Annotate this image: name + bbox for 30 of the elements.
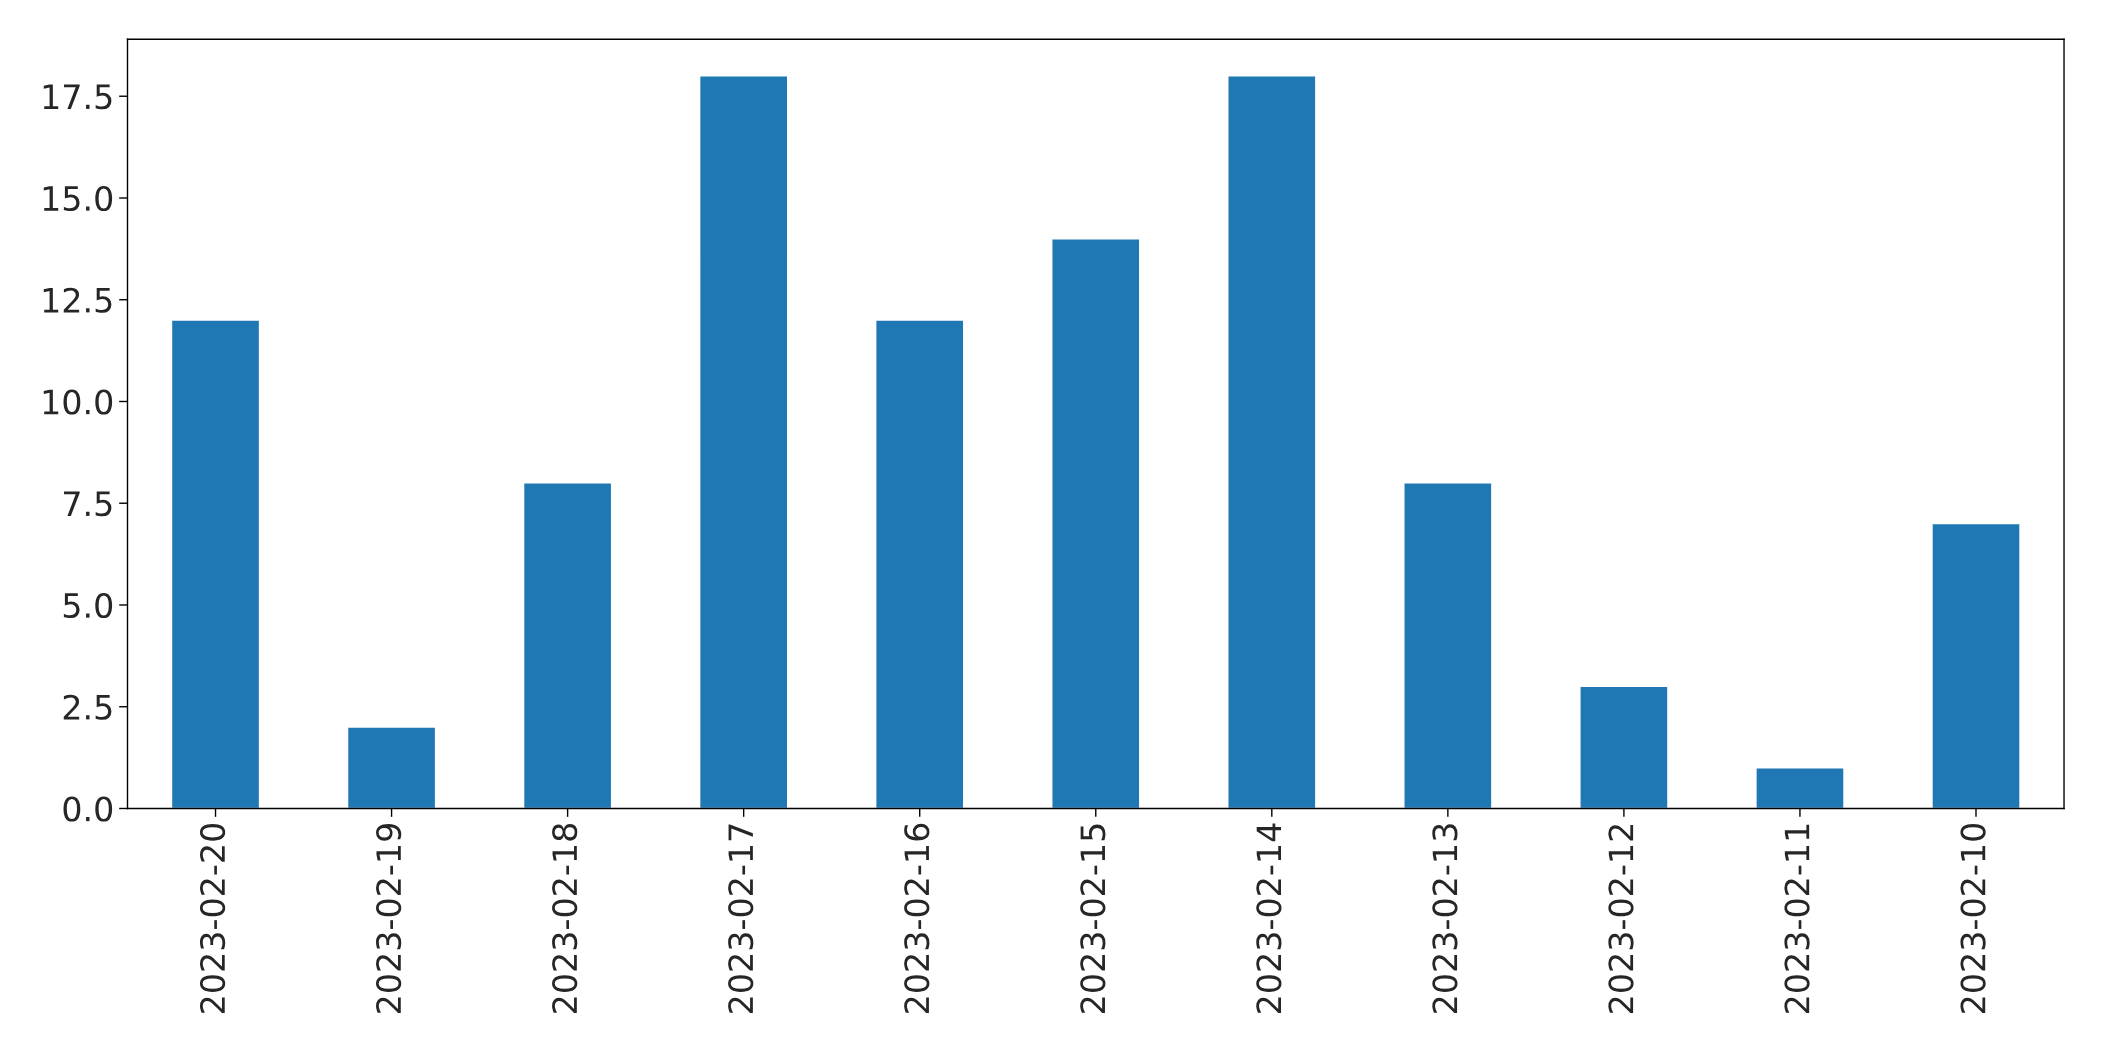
y-tick-label: 12.5 bbox=[43, 287, 112, 313]
bar bbox=[1755, 767, 1845, 809]
bar bbox=[1227, 75, 1317, 809]
bar bbox=[170, 319, 261, 809]
bar bbox=[1579, 685, 1669, 809]
x-tick-label: 2023-02-12 bbox=[1608, 825, 1634, 1013]
x-tick-label: 2023-02-16 bbox=[904, 823, 930, 1013]
y-tick-label: 2.5 bbox=[63, 694, 112, 720]
x-tick-label: 2023-02-20 bbox=[199, 823, 226, 1013]
y-tick-label: 15.0 bbox=[43, 185, 113, 212]
x-tick-label: 2023-02-17 bbox=[728, 824, 754, 1013]
bar bbox=[346, 726, 437, 809]
x-tick-label: 2023-02-10 bbox=[1960, 823, 1986, 1013]
y-tick-label: 10.0 bbox=[43, 389, 113, 415]
y-tick-label: 7.5 bbox=[64, 491, 112, 517]
bar bbox=[875, 319, 965, 809]
y-tick-label: 5.0 bbox=[63, 592, 113, 619]
bar bbox=[1051, 237, 1141, 809]
bar bbox=[1931, 522, 2021, 809]
bar bbox=[698, 75, 789, 809]
x-tick-label: 2023-02-13 bbox=[1432, 824, 1458, 1013]
x-tick-label: 2023-02-15 bbox=[1080, 824, 1106, 1013]
bar bbox=[522, 482, 613, 809]
bar bbox=[1403, 482, 1493, 809]
y-tick-label: 17.5 bbox=[43, 84, 112, 110]
x-tick-label: 2023-02-11 bbox=[1784, 824, 1810, 1013]
x-tick-label: 2023-02-18 bbox=[552, 823, 578, 1013]
y-tick-label: 0.0 bbox=[63, 796, 113, 822]
x-tick-label: 2023-02-19 bbox=[376, 824, 402, 1013]
x-tick-label: 2023-02-14 bbox=[1256, 823, 1282, 1013]
